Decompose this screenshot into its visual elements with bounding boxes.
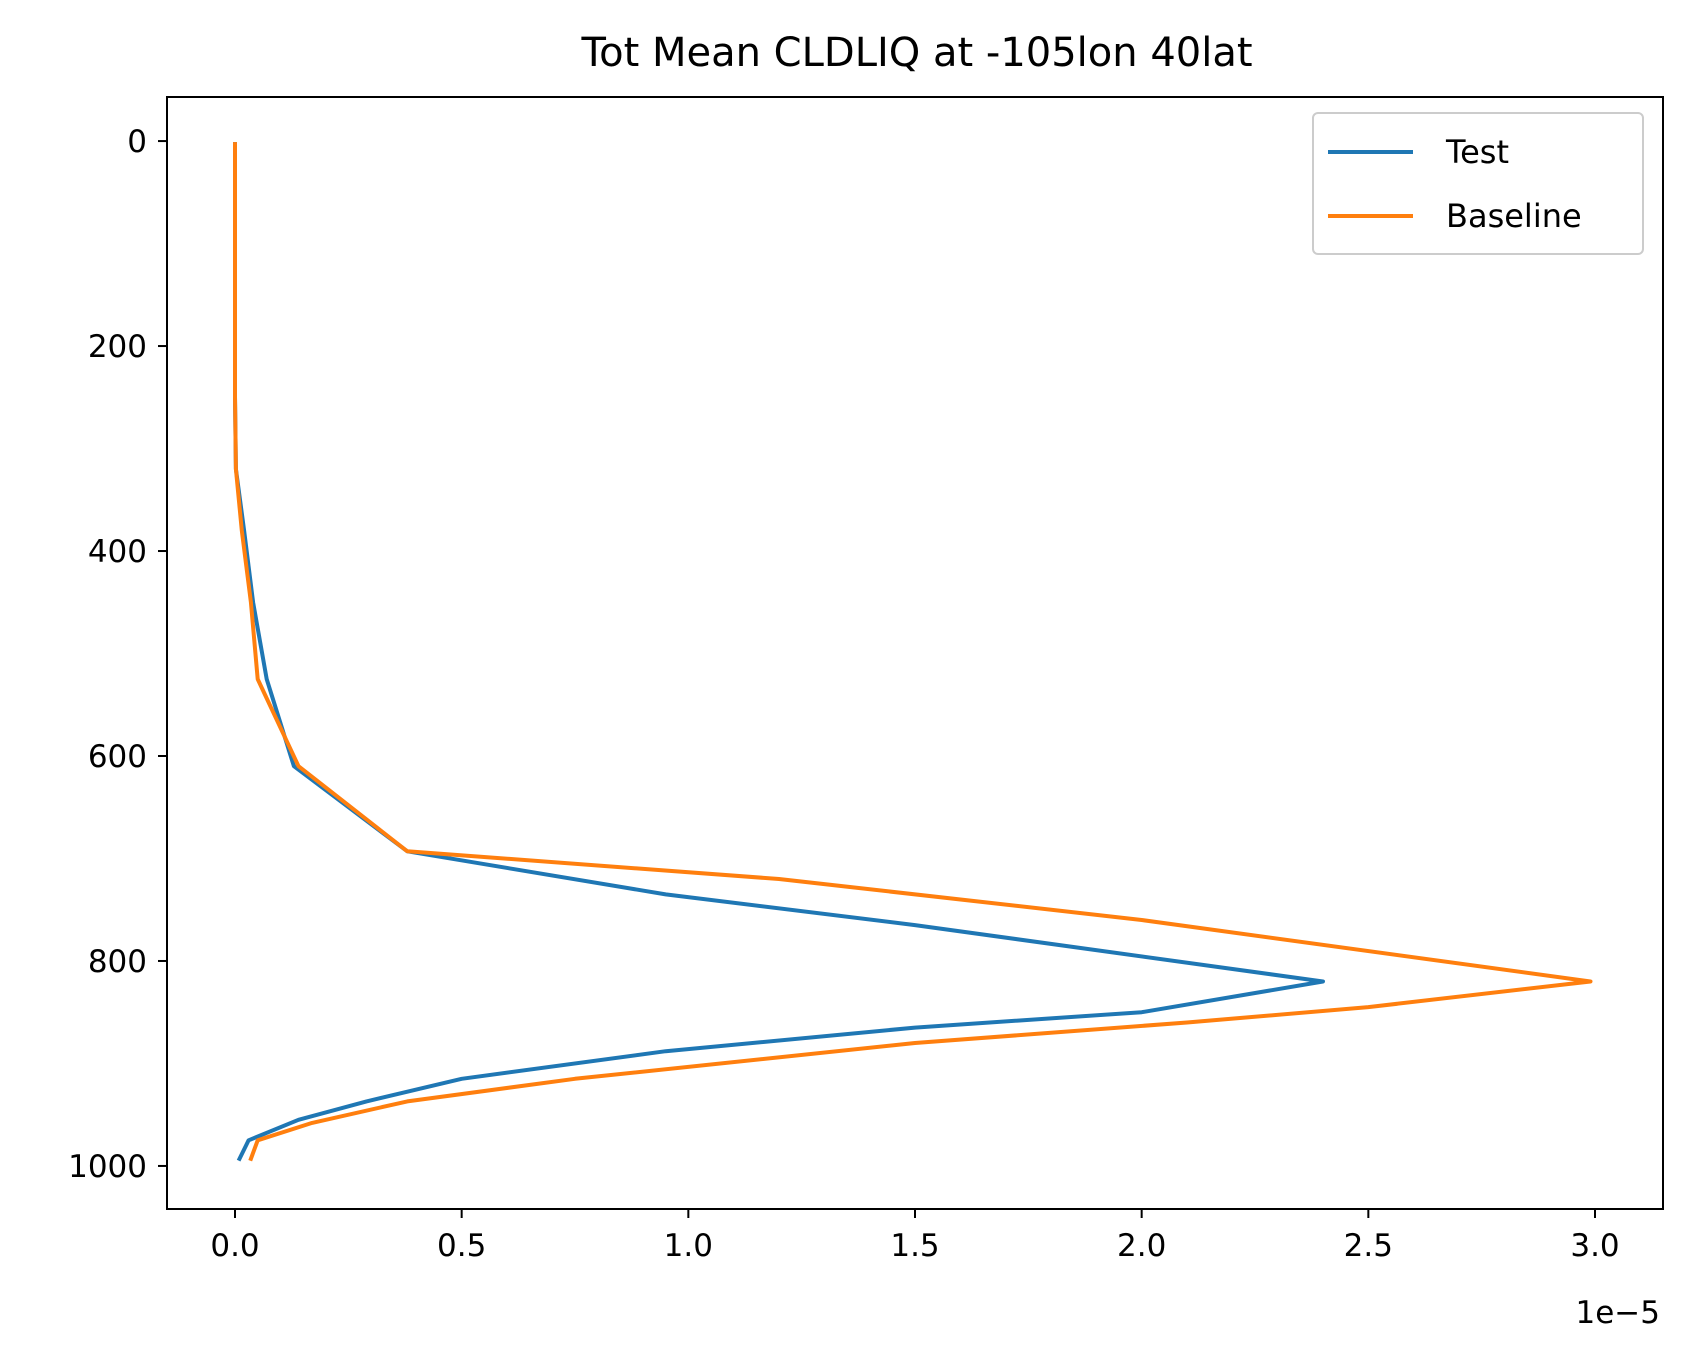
x-tick-label: 3.0 <box>1570 1228 1619 1264</box>
y-tick-label: 200 <box>88 329 147 365</box>
x-tick-label: 1.0 <box>664 1228 713 1264</box>
x-tick-label: 0.0 <box>210 1228 259 1264</box>
y-tick-label: 400 <box>88 534 147 570</box>
x-tick-label: 2.5 <box>1344 1228 1393 1264</box>
legend-box <box>1312 112 1644 255</box>
y-tick-label: 0 <box>127 124 147 160</box>
y-tick-label: 800 <box>88 944 147 980</box>
plot-lines <box>233 142 1593 1162</box>
y-tick-label: 1000 <box>68 1149 147 1185</box>
x-tick-label: 2.0 <box>1117 1228 1166 1264</box>
chart-title: Tot Mean CLDLIQ at -105lon 40lat <box>580 30 1252 76</box>
series-line-baseline <box>233 142 1593 1162</box>
y-axis: 0 200 400 600 800 1000 <box>68 124 167 1185</box>
x-axis-offset-label: 1e−5 <box>1576 1295 1661 1331</box>
y-tick-label: 600 <box>88 739 147 775</box>
x-axis: 0.0 0.5 1.0 1.5 2.0 2.5 3.0 <box>210 1209 1620 1264</box>
legend-label-test: Test <box>1445 133 1509 171</box>
legend-label-baseline: Baseline <box>1446 197 1582 235</box>
legend: Test Baseline <box>1312 112 1644 255</box>
x-tick-label: 0.5 <box>437 1228 486 1264</box>
x-tick-label: 1.5 <box>890 1228 939 1264</box>
